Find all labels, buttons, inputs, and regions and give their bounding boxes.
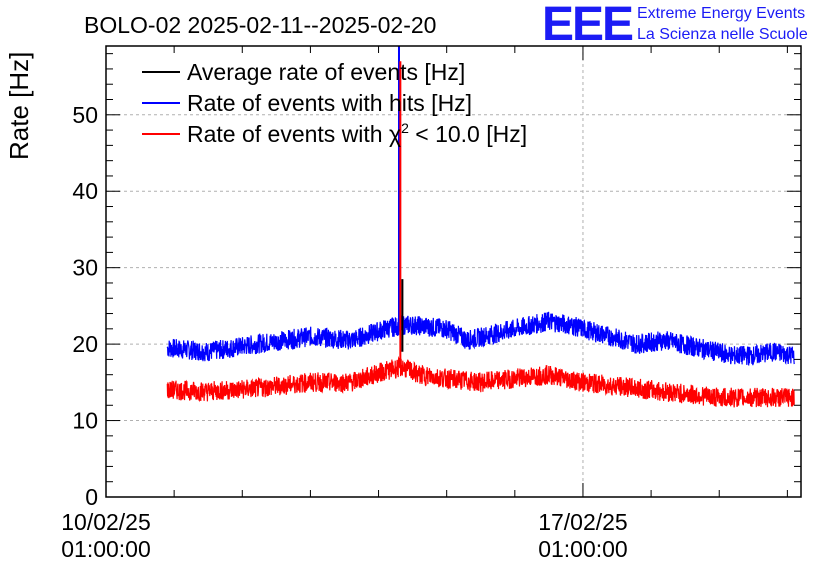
grid-lines: [106, 46, 801, 497]
x-tick-date: 17/02/25: [538, 509, 628, 535]
y-tick-label: 40: [72, 178, 98, 204]
legend-label-average: Average rate of events [Hz]: [187, 59, 465, 85]
axis-ticks: [105, 46, 801, 498]
y-tick-label: 30: [72, 255, 98, 281]
logo-letters: EEE: [542, 0, 633, 51]
x-tick-date: 10/02/25: [61, 509, 151, 535]
legend-label-hits: Rate of events with hits [Hz]: [187, 90, 472, 116]
chart-title: BOLO-02 2025-02-11--2025-02-20: [84, 12, 436, 38]
logo-line-1: Extreme Energy Events: [637, 5, 805, 22]
y-tick-label: 50: [72, 102, 98, 128]
eee-logo: EEE Extreme Energy Events La Scienza nel…: [542, 0, 808, 51]
logo-line-2: La Scienza nelle Scuole: [637, 26, 808, 43]
x-tick-time: 01:00:00: [61, 536, 151, 562]
y-tick-labels: 0 10 20 30 40 50: [72, 102, 98, 510]
x-tick-time: 01:00:00: [538, 536, 628, 562]
y-tick-label: 20: [72, 331, 98, 357]
series-line-chi2: [166, 355, 795, 408]
plot-frame: [105, 45, 802, 498]
y-tick-label: 10: [72, 408, 98, 434]
y-axis-label: Rate [Hz]: [4, 52, 34, 160]
legend-label-chi2: Rate of events with χ2 < 10.0 [Hz]: [187, 120, 527, 147]
series-lines: [166, 46, 795, 408]
y-tick-label: 0: [85, 484, 98, 510]
series-line-hits: [166, 311, 795, 366]
legend: Average rate of events [Hz] Rate of even…: [142, 59, 527, 147]
